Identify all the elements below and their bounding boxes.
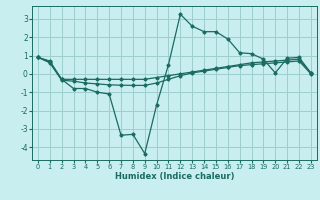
- X-axis label: Humidex (Indice chaleur): Humidex (Indice chaleur): [115, 172, 234, 181]
